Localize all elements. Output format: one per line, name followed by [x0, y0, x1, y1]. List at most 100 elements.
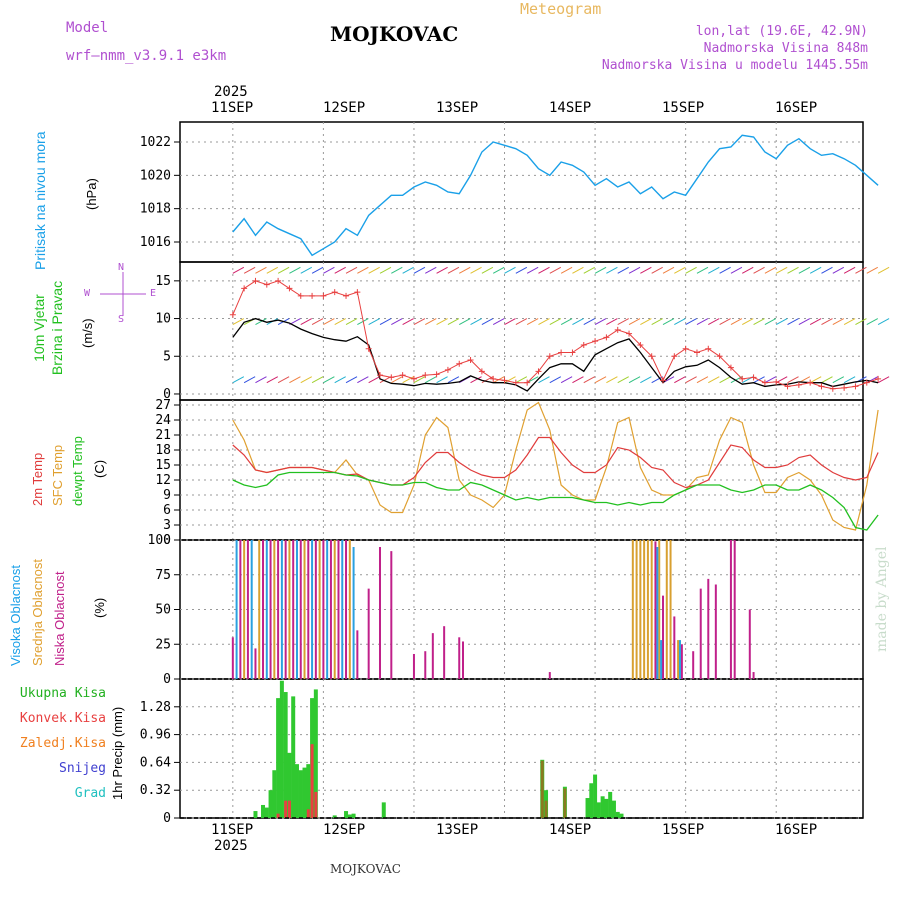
- gust-marker-56: [863, 379, 870, 386]
- wind-barb-1-50: [798, 318, 811, 326]
- gust-marker-22: [478, 368, 485, 375]
- gust-marker-21: [467, 357, 474, 364]
- wind-barb-0-42: [708, 266, 720, 274]
- wind-barb-2-7: [311, 376, 324, 384]
- wind-barb-0-50: [798, 266, 811, 274]
- wind-barb-0-23: [492, 266, 505, 274]
- wind-barb-2-54: [843, 376, 856, 384]
- ytick-label-2-4: 12: [155, 473, 171, 488]
- wind-barb-2-24: [504, 376, 516, 384]
- wind-barb-2-26: [526, 376, 539, 384]
- wind-barb-0-1: [243, 266, 256, 274]
- panel-frame-0: [179, 121, 864, 263]
- gust-marker-1: [241, 285, 248, 292]
- precip-bar-0-29: [604, 798, 609, 818]
- gust-marker-12: [365, 345, 372, 352]
- lonlat-label: lon,lat (19.6E, 42.9N): [695, 24, 868, 39]
- precip-bar-0-13: [306, 764, 311, 818]
- wind-barb-1-53: [832, 318, 845, 326]
- wind-barb-2-53: [832, 376, 845, 384]
- wind-barb-0-10: [345, 266, 358, 274]
- ytick-label-4-2: 0.64: [140, 755, 171, 770]
- gust-marker-0: [229, 311, 236, 318]
- gust-marker-27: [535, 368, 542, 375]
- precip-bar-0-24: [585, 798, 590, 818]
- wind-barb-1-34: [617, 318, 629, 326]
- wind-barb-2-17: [425, 376, 437, 384]
- footer-location: MOJKOVAC: [330, 862, 401, 876]
- precip-bar-0-30: [608, 791, 613, 818]
- wind-barb-1-23: [492, 318, 505, 326]
- wind-barb-0-37: [651, 266, 663, 274]
- ytick-label-3-2: 50: [155, 603, 171, 618]
- wind-barb-0-22: [481, 266, 494, 274]
- wind-barb-2-12: [368, 376, 380, 384]
- gust-marker-47: [761, 379, 768, 386]
- wind-barb-1-54: [843, 318, 856, 326]
- precip-bar-0-27: [596, 802, 601, 818]
- wind-barb-1-24: [504, 318, 516, 326]
- wind-barb-2-2: [255, 376, 267, 384]
- gust-marker-39: [671, 353, 678, 360]
- wind-barb-0-5: [289, 266, 301, 274]
- precip-bar-1-1: [284, 800, 288, 818]
- wind-barb-1-8: [323, 318, 335, 326]
- gust-marker-54: [841, 384, 848, 391]
- precip-bar-0-12: [302, 767, 307, 818]
- precip-bar-0-28: [600, 796, 605, 818]
- wind-barb-1-45: [742, 318, 754, 326]
- wind-barb-0-20: [458, 266, 471, 274]
- wind-barb-0-57: [877, 266, 890, 274]
- wind-barb-0-26: [526, 266, 539, 274]
- gust-marker-36: [637, 341, 644, 348]
- wind-barb-1-16: [413, 318, 426, 326]
- pressure-series-line: [232, 134, 879, 257]
- wind-barb-0-45: [742, 266, 754, 274]
- wind-barb-0-21: [470, 266, 482, 274]
- date-bottom-3: 14SEP: [549, 822, 592, 838]
- wind-barb-2-32: [594, 376, 607, 384]
- wind-barb-2-35: [628, 376, 641, 384]
- wind-barb-2-9: [334, 376, 346, 384]
- gust-marker-33: [603, 334, 610, 341]
- wind-barb-2-51: [809, 376, 822, 384]
- wind-barb-1-31: [583, 318, 596, 326]
- precip-bar-0-0: [253, 811, 258, 818]
- ytick-label-2-1: 3: [163, 518, 171, 533]
- wind-barb-0-30: [572, 266, 584, 274]
- gust-marker-44: [727, 364, 734, 371]
- wind-barb-1-0: [232, 318, 245, 326]
- wind-barb-2-14: [391, 376, 403, 384]
- wind-barb-2-41: [696, 376, 709, 384]
- precip-bar-1-4: [310, 744, 314, 818]
- wind-speed-line: [232, 317, 879, 392]
- wind-barb-1-51: [809, 318, 822, 326]
- wind-barb-0-11: [357, 266, 369, 274]
- wind-barb-0-36: [640, 266, 652, 274]
- date-bottom-0: 11SEP: [211, 822, 254, 838]
- legend-frozen-rain: Zaledj.Kisa: [19, 736, 106, 751]
- wind-barb-0-3: [266, 266, 279, 274]
- wind-barb-0-27: [538, 266, 550, 274]
- gust-marker-35: [626, 330, 633, 337]
- gust-marker-46: [750, 374, 757, 381]
- gust-marker-18: [433, 371, 440, 378]
- wind-title: 10m Vjetar Brzina i Pravac: [31, 280, 65, 376]
- gust-marker-34: [614, 326, 621, 333]
- wind-barb-2-25: [515, 376, 528, 384]
- wind-barb-2-21: [470, 376, 482, 384]
- wind-barb-0-51: [809, 266, 822, 274]
- precip-bar-0-10: [294, 764, 299, 818]
- precip-bar-0-32: [615, 811, 620, 818]
- gust-marker-52: [818, 383, 825, 390]
- wind-barb-0-29: [560, 266, 573, 274]
- precip-bar-2-1: [544, 800, 548, 818]
- wind-barb-1-14: [391, 318, 403, 326]
- date-bottom-5: 16SEP: [775, 822, 818, 838]
- gust-marker-29: [558, 349, 565, 356]
- ytick-label-3-3: 75: [155, 568, 171, 583]
- wind-barb-0-31: [583, 266, 596, 274]
- panel-frame-2: [179, 399, 864, 541]
- ytick-label-2-6: 18: [155, 443, 171, 458]
- wind-barb-0-38: [662, 266, 675, 274]
